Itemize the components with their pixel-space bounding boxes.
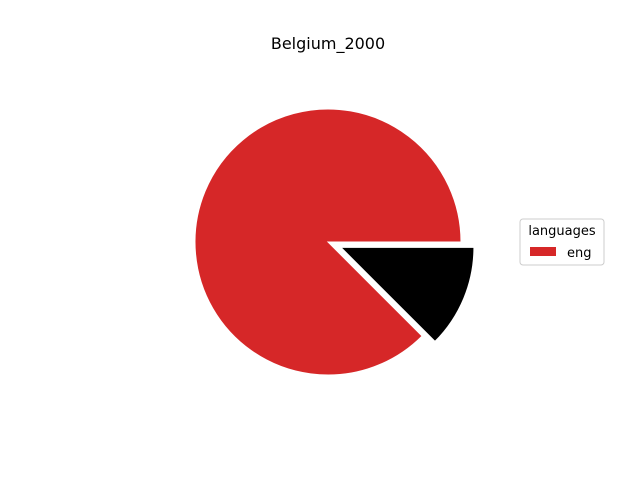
chart-title: Belgium_2000	[271, 34, 385, 54]
pie-slices	[194, 108, 475, 376]
pie-slice-slice-1	[339, 246, 475, 343]
legend-title: languages	[528, 224, 596, 239]
pie-slice-eng	[194, 108, 462, 376]
legend: languages eng	[519, 218, 605, 266]
legend-label-eng: eng	[567, 246, 592, 261]
legend-swatch-eng	[530, 247, 556, 256]
